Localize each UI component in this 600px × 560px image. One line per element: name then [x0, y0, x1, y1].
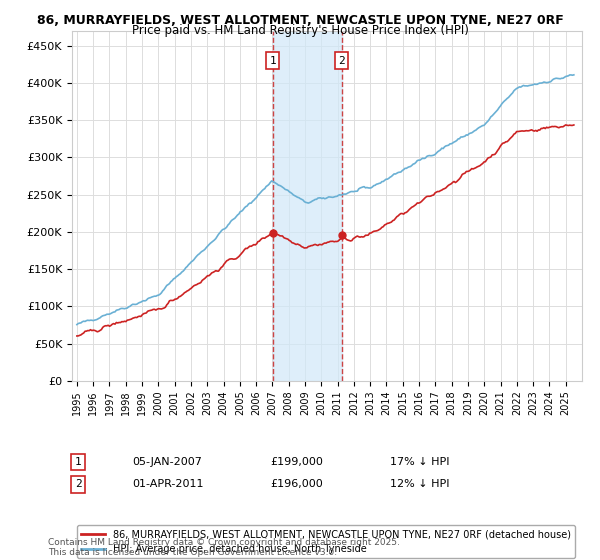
- Text: 05-JAN-2007: 05-JAN-2007: [132, 457, 202, 467]
- Text: 1: 1: [74, 457, 82, 467]
- Text: £196,000: £196,000: [270, 479, 323, 489]
- Text: £199,000: £199,000: [270, 457, 323, 467]
- Text: 01-APR-2011: 01-APR-2011: [132, 479, 203, 489]
- Text: 17% ↓ HPI: 17% ↓ HPI: [390, 457, 449, 467]
- Bar: [272, 31, 341, 381]
- Text: Price paid vs. HM Land Registry's House Price Index (HPI): Price paid vs. HM Land Registry's House …: [131, 24, 469, 37]
- Legend: 86, MURRAYFIELDS, WEST ALLOTMENT, NEWCASTLE UPON TYNE, NE27 0RF (detached house): 86, MURRAYFIELDS, WEST ALLOTMENT, NEWCAS…: [77, 525, 575, 558]
- Text: Contains HM Land Registry data © Crown copyright and database right 2025.
This d: Contains HM Land Registry data © Crown c…: [48, 538, 400, 557]
- Text: 2: 2: [338, 55, 345, 66]
- Text: 12% ↓ HPI: 12% ↓ HPI: [390, 479, 449, 489]
- Text: 1: 1: [269, 55, 276, 66]
- Text: 2: 2: [74, 479, 82, 489]
- Text: 86, MURRAYFIELDS, WEST ALLOTMENT, NEWCASTLE UPON TYNE, NE27 0RF: 86, MURRAYFIELDS, WEST ALLOTMENT, NEWCAS…: [37, 14, 563, 27]
